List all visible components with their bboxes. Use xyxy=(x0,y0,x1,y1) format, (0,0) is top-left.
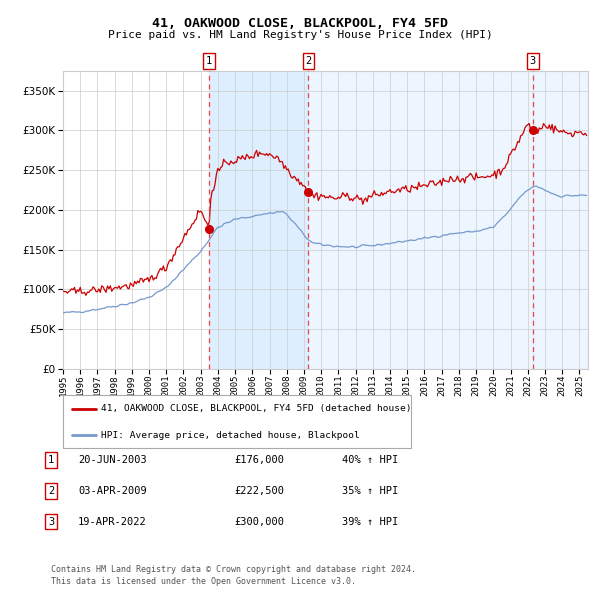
Text: 1: 1 xyxy=(48,455,54,465)
Text: 1: 1 xyxy=(206,56,212,66)
Text: 20-JUN-2003: 20-JUN-2003 xyxy=(78,455,147,465)
Text: 19-APR-2022: 19-APR-2022 xyxy=(78,517,147,526)
Text: 3: 3 xyxy=(48,517,54,526)
Text: This data is licensed under the Open Government Licence v3.0.: This data is licensed under the Open Gov… xyxy=(51,577,356,586)
Text: Price paid vs. HM Land Registry's House Price Index (HPI): Price paid vs. HM Land Registry's House … xyxy=(107,30,493,40)
Text: 41, OAKWOOD CLOSE, BLACKPOOL, FY4 5FD (detached house): 41, OAKWOOD CLOSE, BLACKPOOL, FY4 5FD (d… xyxy=(101,404,411,413)
Text: 41, OAKWOOD CLOSE, BLACKPOOL, FY4 5FD: 41, OAKWOOD CLOSE, BLACKPOOL, FY4 5FD xyxy=(152,17,448,30)
Text: Contains HM Land Registry data © Crown copyright and database right 2024.: Contains HM Land Registry data © Crown c… xyxy=(51,565,416,574)
Text: £222,500: £222,500 xyxy=(234,486,284,496)
Text: £176,000: £176,000 xyxy=(234,455,284,465)
Text: 2: 2 xyxy=(48,486,54,496)
Text: 39% ↑ HPI: 39% ↑ HPI xyxy=(342,517,398,526)
Text: 3: 3 xyxy=(530,56,536,66)
Text: 40% ↑ HPI: 40% ↑ HPI xyxy=(342,455,398,465)
Text: HPI: Average price, detached house, Blackpool: HPI: Average price, detached house, Blac… xyxy=(101,431,359,440)
Text: £300,000: £300,000 xyxy=(234,517,284,526)
Bar xyxy=(533,71,588,369)
Bar xyxy=(209,71,308,369)
Bar xyxy=(308,71,533,369)
Text: 35% ↑ HPI: 35% ↑ HPI xyxy=(342,486,398,496)
FancyBboxPatch shape xyxy=(63,395,411,448)
Text: 2: 2 xyxy=(305,56,311,66)
Text: 03-APR-2009: 03-APR-2009 xyxy=(78,486,147,496)
